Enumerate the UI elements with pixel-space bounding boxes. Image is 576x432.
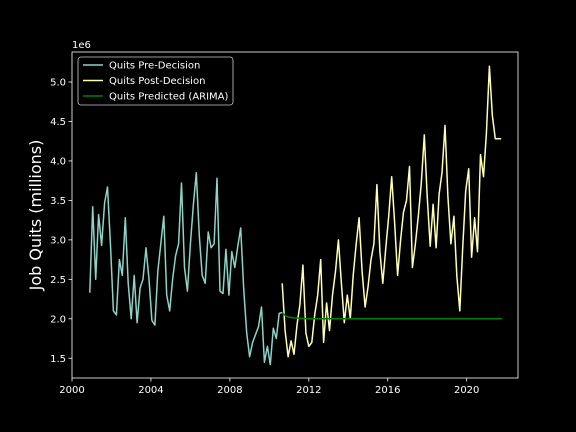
legend: Quits Pre-Decision Quits Post-Decision Qui…: [77, 56, 234, 106]
y-tick-label: 5.0: [50, 77, 66, 88]
x-tick-label: 2000: [59, 385, 84, 396]
y-tick-label: 4.0: [50, 156, 66, 167]
y-offset-label: 1e6: [72, 40, 91, 51]
x-tick-label: 2004: [138, 385, 163, 396]
y-tick-label: 2.0: [50, 314, 66, 325]
plot-frame: [71, 51, 519, 379]
y-tick-label: 1.5: [50, 354, 66, 365]
legend-label-1: Quits Post-Decision: [109, 76, 205, 87]
series-line-0: [89, 172, 283, 366]
series-line-1: [281, 65, 502, 358]
y-tick-label: 4.5: [50, 117, 66, 128]
y-axis-label: Job Quits (millions): [26, 140, 45, 292]
series-line-2: [281, 311, 503, 320]
y-tick-label: 3.0: [50, 235, 66, 246]
legend-label-2: Quits Predicted (ARIMA): [109, 92, 229, 103]
y-tick-label: 2.5: [50, 275, 66, 286]
x-tick-label: 2012: [296, 385, 321, 396]
x-tick-label: 2008: [217, 385, 242, 396]
legend-box: [77, 56, 234, 106]
y-axis: 1.5 2.0 2.5 3.0 3.5 4.0 4.5 5.0: [50, 77, 72, 365]
x-tick-label: 2016: [375, 385, 400, 396]
x-tick-label: 2020: [454, 385, 479, 396]
x-axis: 2000 2004 2008 2012 2016 2020: [59, 378, 479, 396]
series-layer: [89, 65, 503, 366]
y-tick-label: 3.5: [50, 196, 66, 207]
legend-label-0: Quits Pre-Decision: [109, 61, 200, 72]
